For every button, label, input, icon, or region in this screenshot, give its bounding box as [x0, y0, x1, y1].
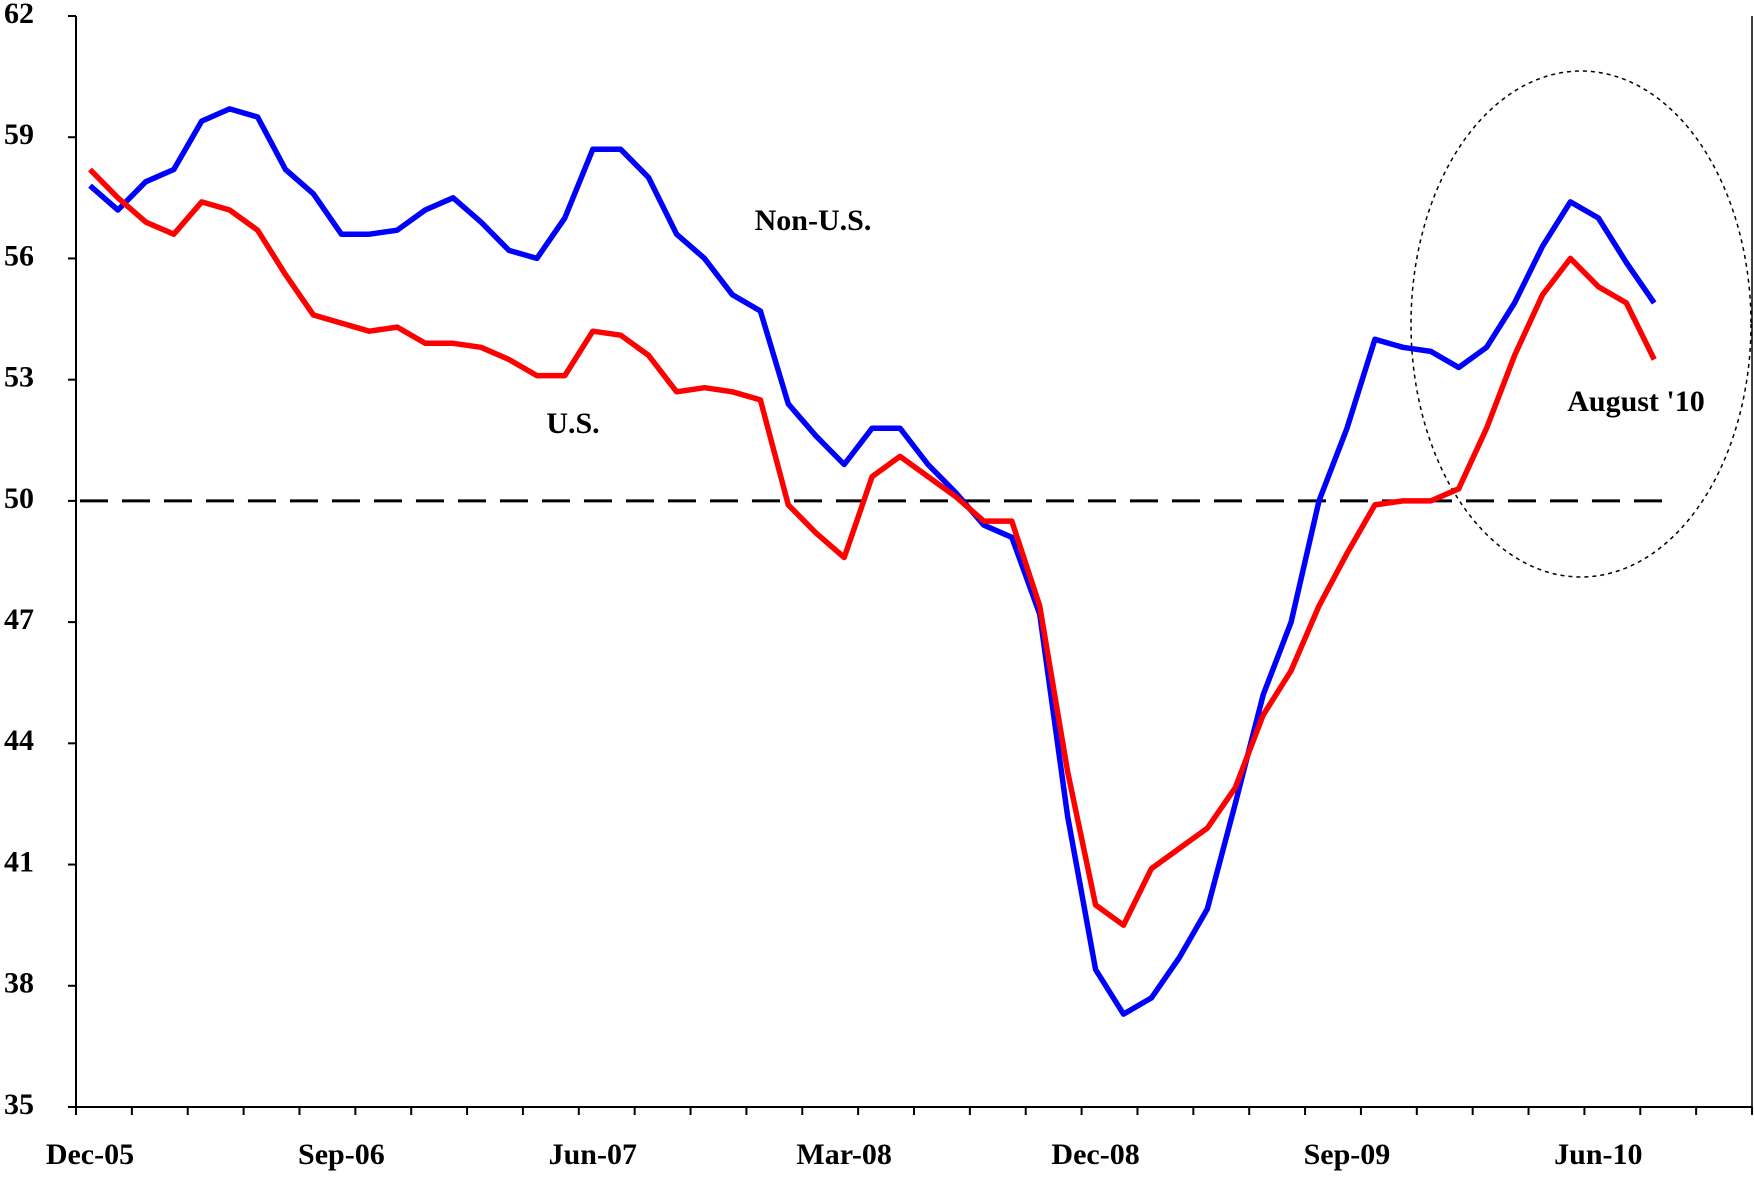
y-tick-label: 56	[4, 239, 34, 272]
x-tick-label: Dec-08	[1051, 1138, 1139, 1171]
x-tick-label: Jun-07	[549, 1138, 637, 1171]
annotation: August '10	[1567, 385, 1705, 418]
y-tick-label: 41	[4, 845, 34, 878]
y-tick-label: 62	[4, 0, 34, 30]
y-tick-label: 38	[4, 967, 34, 1000]
series-label: U.S.	[546, 407, 599, 440]
x-tick-label: Sep-09	[1304, 1138, 1391, 1171]
line-series	[88, 106, 1657, 1017]
y-tick-label: 59	[4, 118, 34, 151]
y-tick-label: 35	[4, 1088, 34, 1121]
highlight-ellipse	[1410, 70, 1752, 578]
x-tick-label: Dec-05	[46, 1138, 134, 1171]
y-tick-label: 50	[4, 482, 34, 515]
y-tick-label: 47	[4, 603, 34, 636]
x-tick-label: Sep-06	[298, 1138, 385, 1171]
line-series	[88, 167, 1657, 928]
x-tick-label: Mar-08	[796, 1138, 892, 1171]
x-tick-label: Jun-10	[1554, 1138, 1642, 1171]
y-tick-label: 44	[4, 724, 34, 757]
series-label: Non-U.S.	[755, 204, 872, 237]
y-tick-label: 53	[4, 361, 34, 394]
